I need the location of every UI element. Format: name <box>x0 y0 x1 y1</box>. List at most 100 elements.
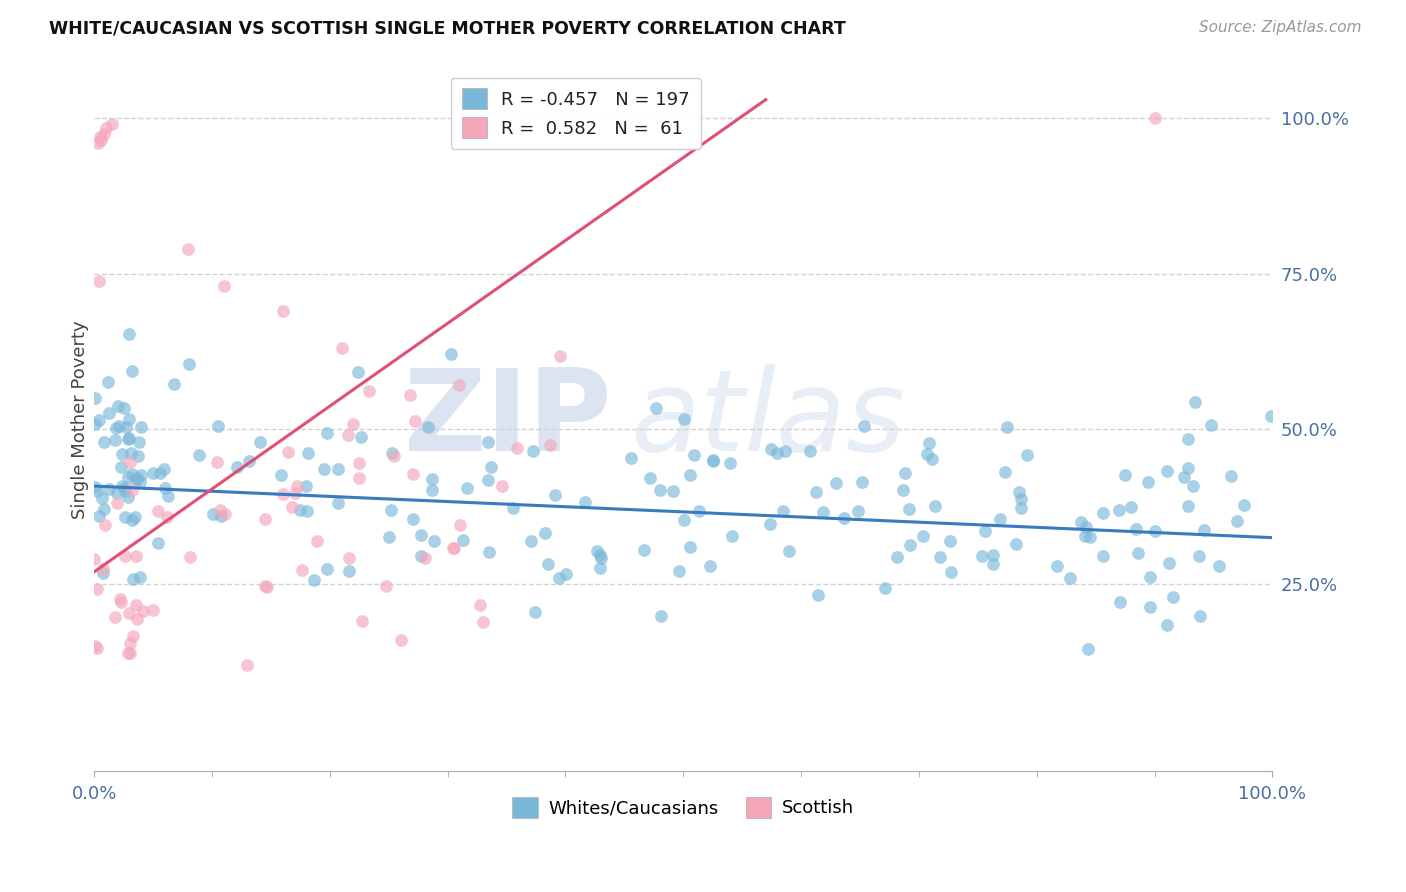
Point <box>177 357 200 371</box>
Point <box>117 607 139 621</box>
Point <box>981 557 1004 571</box>
Point <box>201 507 224 521</box>
Point <box>702 454 724 468</box>
Point <box>225 460 247 475</box>
Point <box>759 442 782 456</box>
Point <box>918 435 941 450</box>
Point <box>668 565 690 579</box>
Point <box>337 428 360 442</box>
Point <box>620 450 643 465</box>
Point <box>915 446 938 460</box>
Point <box>1119 500 1142 514</box>
Point <box>98 406 121 420</box>
Point <box>585 543 607 558</box>
Point <box>124 509 146 524</box>
Point <box>101 118 124 132</box>
Point <box>86 640 108 655</box>
Point <box>120 636 142 650</box>
Point <box>121 467 143 482</box>
Point <box>121 572 143 586</box>
Point <box>574 495 596 509</box>
Point <box>981 548 1004 562</box>
Point <box>938 534 960 549</box>
Point <box>380 502 402 516</box>
Point <box>207 455 229 469</box>
Point <box>114 509 136 524</box>
Point <box>522 444 544 458</box>
Point <box>86 484 108 499</box>
Point <box>89 129 111 144</box>
Point <box>443 541 465 555</box>
Point <box>688 504 710 518</box>
Point <box>316 425 339 440</box>
Point <box>672 412 695 426</box>
Point <box>114 481 136 495</box>
Point <box>149 467 172 481</box>
Point <box>679 540 702 554</box>
Point <box>456 482 478 496</box>
Point <box>1137 475 1160 489</box>
Point <box>672 513 695 527</box>
Point <box>1233 498 1256 512</box>
Point <box>778 544 800 558</box>
Point <box>765 446 787 460</box>
Point <box>114 549 136 564</box>
Point <box>1260 409 1282 424</box>
Point <box>291 563 314 577</box>
Point <box>502 501 524 516</box>
Point <box>702 453 724 467</box>
Point <box>1143 112 1166 126</box>
Point <box>270 467 292 482</box>
Point <box>439 347 461 361</box>
Point <box>924 500 946 514</box>
Point <box>1078 530 1101 544</box>
Point <box>995 420 1018 434</box>
Point <box>84 391 107 405</box>
Point <box>477 434 499 449</box>
Point <box>105 485 128 500</box>
Point <box>117 470 139 484</box>
Point <box>128 570 150 584</box>
Point <box>1077 642 1099 657</box>
Point <box>799 443 821 458</box>
Point <box>284 485 307 500</box>
Point <box>94 120 117 135</box>
Point <box>94 518 117 533</box>
Point <box>1184 395 1206 409</box>
Point <box>537 557 560 571</box>
Point <box>121 364 143 378</box>
Point <box>381 446 404 460</box>
Point <box>548 571 571 585</box>
Point <box>288 503 311 517</box>
Point <box>121 513 143 527</box>
Point <box>811 505 834 519</box>
Point <box>1125 522 1147 536</box>
Point <box>112 401 135 415</box>
Point <box>253 511 276 525</box>
Point <box>384 449 406 463</box>
Point <box>91 562 114 576</box>
Point <box>179 550 201 565</box>
Point <box>1139 599 1161 614</box>
Point <box>662 483 685 498</box>
Point <box>941 565 963 579</box>
Point <box>1161 590 1184 604</box>
Point <box>423 533 446 548</box>
Point <box>110 459 132 474</box>
Point <box>89 509 111 524</box>
Point <box>589 549 612 563</box>
Point <box>86 582 108 596</box>
Point <box>415 551 437 566</box>
Point <box>93 127 115 141</box>
Point <box>84 639 107 653</box>
Point <box>122 629 145 643</box>
Point <box>638 471 661 485</box>
Point <box>1177 500 1199 514</box>
Point <box>359 384 381 398</box>
Text: Source: ZipAtlas.com: Source: ZipAtlas.com <box>1198 20 1361 35</box>
Point <box>86 136 108 150</box>
Point <box>1226 514 1249 528</box>
Point <box>131 467 153 482</box>
Point <box>1156 617 1178 632</box>
Point <box>93 501 115 516</box>
